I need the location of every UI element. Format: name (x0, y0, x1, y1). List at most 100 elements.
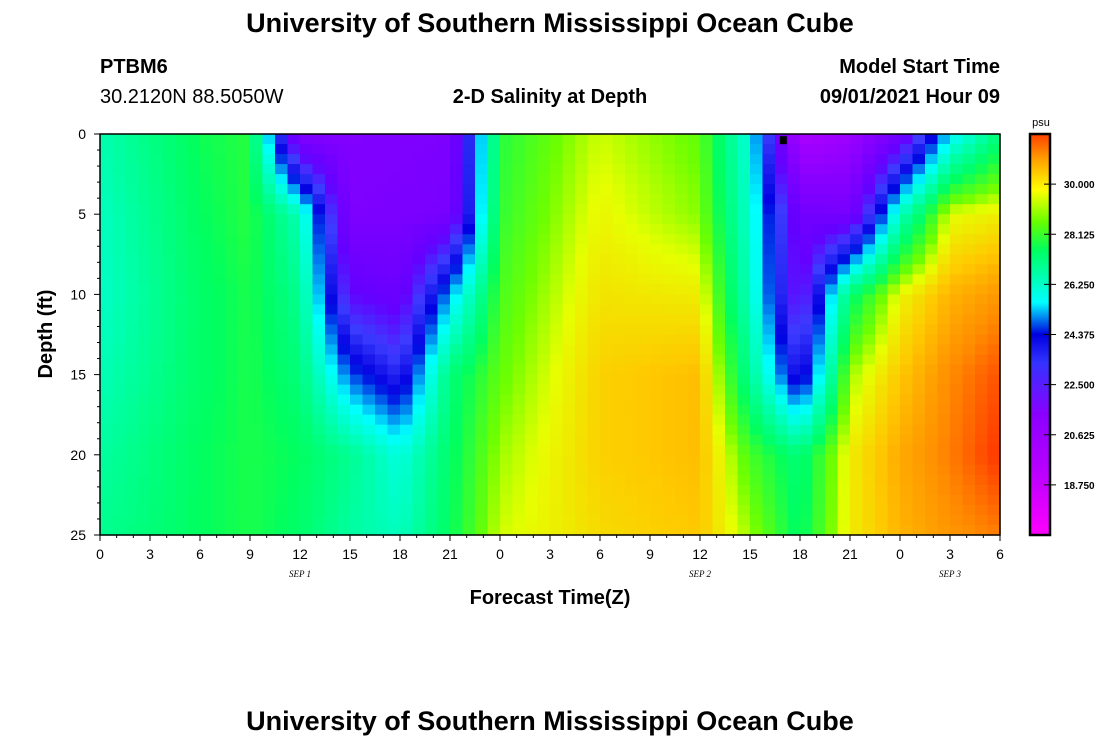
heatmap-cell (387, 354, 401, 366)
heatmap-cell (287, 464, 301, 476)
heatmap-cell (262, 134, 276, 145)
heatmap-cell (875, 394, 889, 406)
heatmap-cell (637, 454, 651, 466)
heatmap-cell (637, 504, 651, 516)
heatmap-cell (200, 144, 214, 155)
heatmap-cell (287, 234, 301, 245)
heatmap-cell (775, 334, 789, 346)
heatmap-cell (350, 514, 364, 526)
heatmap-cell (750, 394, 764, 406)
heatmap-cell (762, 254, 776, 265)
heatmap-cell (400, 454, 414, 466)
heatmap-cell (375, 364, 389, 376)
heatmap-cell (762, 174, 776, 185)
heatmap-cell (950, 284, 964, 296)
heatmap-cell (712, 194, 726, 205)
heatmap-cell (437, 314, 451, 326)
heatmap-cell (837, 244, 851, 255)
heatmap-cell (662, 234, 676, 245)
heatmap-cell (175, 494, 189, 506)
heatmap-cell (462, 214, 476, 225)
heatmap-cell (725, 384, 739, 396)
heatmap-cell (212, 314, 226, 326)
heatmap-cell (150, 214, 164, 225)
heatmap-cell (887, 504, 901, 516)
heatmap-cell (637, 224, 651, 235)
heatmap-cell (737, 204, 751, 215)
heatmap-cell (275, 144, 289, 155)
heatmap-cell (175, 334, 189, 346)
heatmap-cell (150, 444, 164, 456)
heatmap-cell (625, 374, 639, 386)
heatmap-cell (950, 184, 964, 195)
heatmap-cell (662, 434, 676, 446)
heatmap-cell (762, 384, 776, 396)
heatmap-cell (175, 384, 189, 396)
heatmap-cell (587, 134, 601, 145)
heatmap-cell (675, 224, 689, 235)
heatmap-cell (337, 134, 351, 145)
heatmap-cell (500, 404, 514, 416)
x-axis-label: Forecast Time(Z) (470, 587, 631, 609)
heatmap-cell (825, 404, 839, 416)
heatmap-cell (450, 354, 464, 366)
heatmap-cell (475, 144, 489, 155)
heatmap-cell (312, 314, 326, 326)
heatmap-cell (962, 504, 976, 516)
heatmap-cell (250, 334, 264, 346)
heatmap-cell (462, 424, 476, 436)
heatmap-cell (600, 504, 614, 516)
heatmap-cell (212, 174, 226, 185)
heatmap-cell (137, 344, 151, 356)
heatmap-cell (125, 374, 139, 386)
heatmap-cell (662, 414, 676, 426)
heatmap-cell (450, 364, 464, 376)
heatmap-cell (475, 364, 489, 376)
heatmap-cell (962, 244, 976, 255)
heatmap-cell (450, 434, 464, 446)
heatmap-cell (187, 294, 201, 306)
heatmap-cell (150, 454, 164, 466)
heatmap-cell (250, 384, 264, 396)
heatmap-cell (425, 524, 439, 536)
heatmap-cell (162, 524, 176, 536)
heatmap-cell (575, 414, 589, 426)
heatmap-cell (537, 364, 551, 376)
heatmap-cell (925, 514, 939, 526)
heatmap-cell (937, 254, 951, 265)
heatmap-cell (400, 524, 414, 536)
heatmap-cell (712, 244, 726, 255)
heatmap-cell (537, 294, 551, 306)
heatmap-cell (237, 164, 251, 175)
heatmap-cell (200, 264, 214, 275)
y-tick-label: 10 (70, 286, 86, 302)
heatmap-cell (837, 334, 851, 346)
heatmap-cell (225, 284, 239, 296)
heatmap-cell (137, 384, 151, 396)
heatmap-cell (612, 304, 626, 316)
heatmap-cell (975, 304, 989, 316)
heatmap-cell (625, 224, 639, 235)
heatmap-cell (550, 364, 564, 376)
heatmap-cell (162, 404, 176, 416)
heatmap-cell (112, 364, 126, 376)
heatmap-cell (675, 154, 689, 165)
heatmap-cell (587, 484, 601, 496)
heatmap-cell (737, 304, 751, 316)
heatmap-cell (225, 454, 239, 466)
heatmap-cell (737, 154, 751, 165)
heatmap-cell (950, 424, 964, 436)
heatmap-cell (625, 464, 639, 476)
heatmap-cell (687, 174, 701, 185)
heatmap-cell (250, 134, 264, 145)
heatmap-cell (100, 524, 114, 536)
heatmap-cell (337, 154, 351, 165)
heatmap-cell (712, 444, 726, 456)
heatmap-cell (112, 424, 126, 436)
heatmap-cell (500, 504, 514, 516)
heatmap-cell (525, 294, 539, 306)
heatmap-cell (387, 494, 401, 506)
heatmap-cell (200, 254, 214, 265)
heatmap-cell (762, 134, 776, 145)
heatmap-cell (312, 334, 326, 346)
